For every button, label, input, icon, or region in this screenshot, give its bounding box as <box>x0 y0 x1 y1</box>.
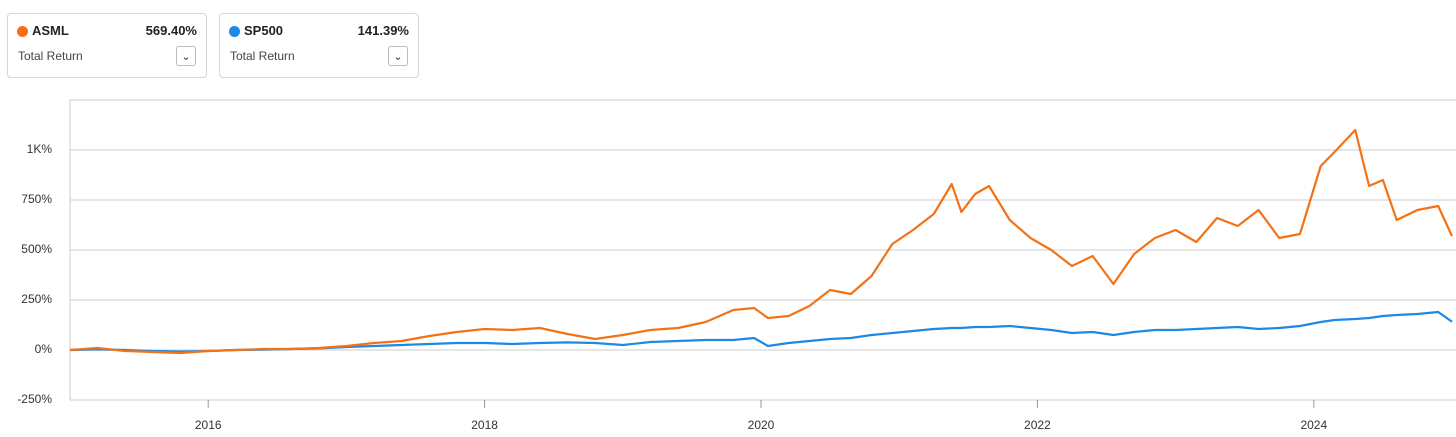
x-tick-label: 2024 <box>1300 418 1327 432</box>
x-tick-label: 2022 <box>1024 418 1051 432</box>
x-tick-label: 2018 <box>471 418 498 432</box>
dropdown-button[interactable]: ⌄ <box>176 46 196 66</box>
legend-swatch <box>229 26 240 37</box>
series-line <box>69 128 1453 355</box>
legend-name: SP500 <box>244 23 284 38</box>
legend-metric: Total Return <box>18 49 83 63</box>
y-tick-label: 1K% <box>27 142 53 156</box>
y-tick-label: -250% <box>17 392 52 406</box>
legend-value: 569.40% <box>145 23 197 38</box>
y-tick-label: 750% <box>21 192 52 206</box>
y-tick-label: 500% <box>21 242 52 256</box>
legend-card[interactable]: ASML 569.40% Total Return ⌄ <box>7 13 207 78</box>
legend-swatch <box>17 26 28 37</box>
legend-card[interactable]: SP500 141.39% Total Return ⌄ <box>219 13 419 78</box>
y-tick-label: 0% <box>35 342 53 356</box>
x-tick-label: 2020 <box>748 418 775 432</box>
x-tick-label: 2016 <box>195 418 222 432</box>
legend-value: 141.39% <box>357 23 409 38</box>
dropdown-button[interactable]: ⌄ <box>388 46 408 66</box>
legend-name: ASML <box>32 23 69 38</box>
legend-metric: Total Return <box>230 49 295 63</box>
series-line <box>69 310 1453 353</box>
y-tick-label: 250% <box>21 292 52 306</box>
